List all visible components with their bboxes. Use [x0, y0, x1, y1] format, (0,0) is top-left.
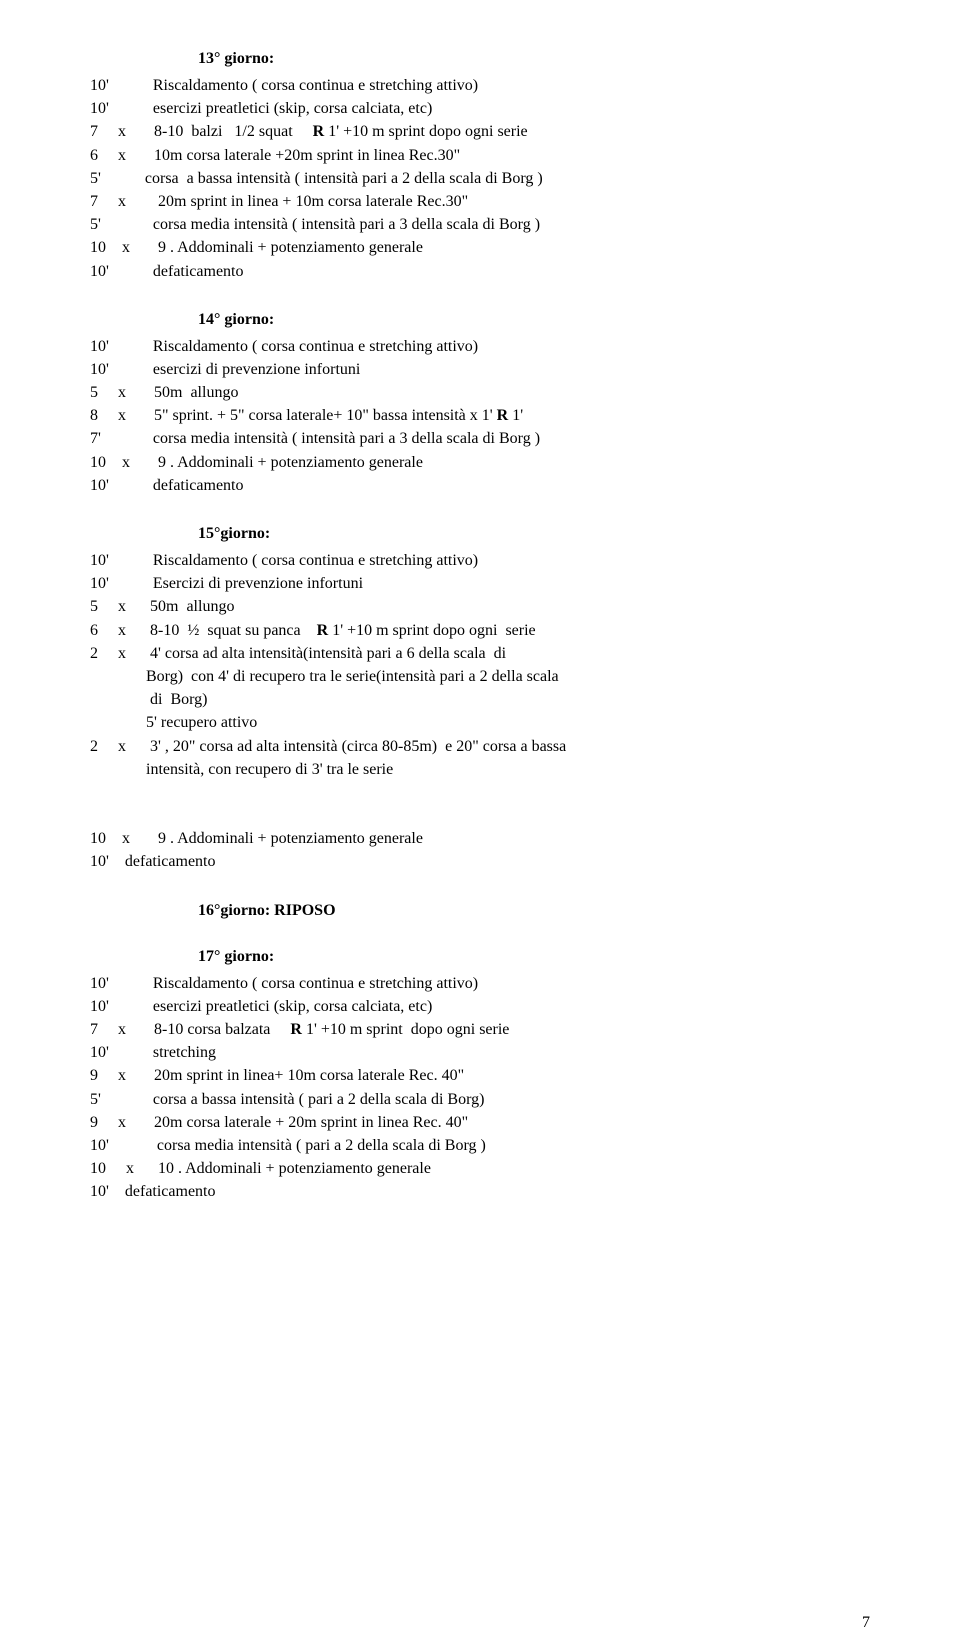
text-segment: 9 x 20m sprint in linea+ 10m corsa later…: [90, 1067, 464, 1084]
text-segment: 5' corsa media intensità ( intensità par…: [90, 216, 540, 233]
exercise-line: 10' Riscaldamento ( corsa continua e str…: [90, 549, 870, 572]
text-segment: 10' esercizi preatletici (skip, corsa ca…: [90, 998, 432, 1015]
exercise-line: 10' corsa media intensità ( pari a 2 del…: [90, 1134, 870, 1157]
day-title: 13° giorno:: [90, 50, 870, 68]
text-segment: intensità, con recupero di 3' tra le ser…: [90, 761, 393, 778]
exercise-line: 5 x 50m allungo: [90, 381, 870, 404]
exercise-line: 5' corsa a bassa intensità ( pari a 2 de…: [90, 1088, 870, 1111]
text-segment: 2 x 3' , 20" corsa ad alta intensità (ci…: [90, 738, 566, 755]
exercise-line: 10 x 9 . Addominali + potenziamento gene…: [90, 827, 870, 850]
exercise-line: Borg) con 4' di recupero tra le serie(in…: [90, 665, 870, 688]
day-title: 17° giorno:: [90, 948, 870, 966]
exercise-line: 2 x 3' , 20" corsa ad alta intensità (ci…: [90, 735, 870, 758]
exercise-line: 5' corsa a bassa intensità ( intensità p…: [90, 167, 870, 190]
text-segment: 5' corsa a bassa intensità ( intensità p…: [90, 170, 543, 187]
exercise-line: intensità, con recupero di 3' tra le ser…: [90, 758, 870, 781]
text-segment: R: [290, 1021, 302, 1038]
exercise-line: 10' defaticamento: [90, 260, 870, 283]
exercise-line: [90, 804, 870, 827]
text-segment: 9 x 20m corsa laterale + 20m sprint in l…: [90, 1114, 468, 1131]
text-segment: 8 x 5" sprint. + 5" corsa laterale+ 10" …: [90, 407, 497, 424]
exercise-line: 10' Riscaldamento ( corsa continua e str…: [90, 335, 870, 358]
exercise-line: 7 x 20m sprint in linea + 10m corsa late…: [90, 190, 870, 213]
text-segment: 10' defaticamento: [90, 263, 244, 280]
exercise-line: 9 x 20m corsa laterale + 20m sprint in l…: [90, 1111, 870, 1134]
text-segment: R: [317, 622, 329, 639]
text-segment: 1': [508, 407, 523, 424]
exercise-line: 10' defaticamento: [90, 474, 870, 497]
exercise-line: 10' Riscaldamento ( corsa continua e str…: [90, 972, 870, 995]
text-segment: R: [313, 123, 325, 140]
exercise-line: 7 x 8-10 corsa balzata R 1' +10 m sprint…: [90, 1018, 870, 1041]
exercise-line: 5' corsa media intensità ( intensità par…: [90, 213, 870, 236]
exercise-line: 10' stretching: [90, 1041, 870, 1064]
text-segment: 5' corsa a bassa intensità ( pari a 2 de…: [90, 1091, 484, 1108]
text-segment: 10 x 9 . Addominali + potenziamento gene…: [90, 830, 423, 847]
day-title: 15°giorno:: [90, 525, 870, 543]
exercise-line: 10' esercizi preatletici (skip, corsa ca…: [90, 995, 870, 1018]
text-segment: 10' corsa media intensità ( pari a 2 del…: [90, 1137, 486, 1154]
text-segment: 7 x 20m sprint in linea + 10m corsa late…: [90, 193, 468, 210]
text-segment: 7 x 8-10 balzi 1/2 squat: [90, 123, 313, 140]
text-segment: 10 x 9 . Addominali + potenziamento gene…: [90, 239, 423, 256]
text-segment: 10' Riscaldamento ( corsa continua e str…: [90, 338, 478, 355]
text-segment: 6 x 10m corsa laterale +20m sprint in li…: [90, 147, 460, 164]
text-segment: Borg) con 4' di recupero tra le serie(in…: [90, 668, 559, 685]
exercise-line: 10' Riscaldamento ( corsa continua e str…: [90, 74, 870, 97]
text-segment: 1' +10 m sprint dopo ogni serie: [324, 123, 527, 140]
text-segment: 10' defaticamento: [90, 477, 244, 494]
exercise-line: 7 x 8-10 balzi 1/2 squat R 1' +10 m spri…: [90, 120, 870, 143]
exercise-line: [90, 781, 870, 804]
text-segment: 6 x 8-10 ½ squat su panca: [90, 622, 317, 639]
text-segment: 10' esercizi di prevenzione infortuni: [90, 361, 360, 378]
text-segment: 7' corsa media intensità ( intensità par…: [90, 430, 540, 447]
day-title: 16°giorno: RIPOSO: [90, 902, 870, 920]
text-segment: 1' +10 m sprint dopo ogni serie: [328, 622, 535, 639]
text-segment: 5' recupero attivo: [90, 714, 257, 731]
exercise-line: 10' Esercizi di prevenzione infortuni: [90, 572, 870, 595]
exercise-line: 6 x 10m corsa laterale +20m sprint in li…: [90, 144, 870, 167]
day-title: 14° giorno:: [90, 311, 870, 329]
exercise-line: 6 x 8-10 ½ squat su panca R 1' +10 m spr…: [90, 619, 870, 642]
text-segment: 10' Riscaldamento ( corsa continua e str…: [90, 975, 478, 992]
exercise-line: 10' defaticamento: [90, 1180, 870, 1203]
exercise-line: 7' corsa media intensità ( intensità par…: [90, 427, 870, 450]
exercise-line: 10 x 9 . Addominali + potenziamento gene…: [90, 236, 870, 259]
exercise-line: 5 x 50m allungo: [90, 595, 870, 618]
text-segment: 5 x 50m allungo: [90, 598, 234, 615]
text-segment: [90, 807, 94, 824]
exercise-line: 10' esercizi di prevenzione infortuni: [90, 358, 870, 381]
text-segment: R: [497, 407, 509, 424]
text-segment: di Borg): [90, 691, 207, 708]
text-segment: 10' defaticamento: [90, 1183, 216, 1200]
text-segment: 10' stretching: [90, 1044, 216, 1061]
exercise-line: 10 x 9 . Addominali + potenziamento gene…: [90, 451, 870, 474]
exercise-line: 9 x 20m sprint in linea+ 10m corsa later…: [90, 1064, 870, 1087]
exercise-line: 10' esercizi preatletici (skip, corsa ca…: [90, 97, 870, 120]
text-segment: 1' +10 m sprint dopo ogni serie: [302, 1021, 509, 1038]
exercise-line: 8 x 5" sprint. + 5" corsa laterale+ 10" …: [90, 404, 870, 427]
exercise-line: 5' recupero attivo: [90, 711, 870, 734]
text-segment: 10' Riscaldamento ( corsa continua e str…: [90, 77, 478, 94]
text-segment: 10 x 9 . Addominali + potenziamento gene…: [90, 454, 423, 471]
text-segment: 10' esercizi preatletici (skip, corsa ca…: [90, 100, 432, 117]
page: 13° giorno: 10' Riscaldamento ( corsa con…: [0, 0, 960, 1650]
exercise-line: 10 x 10 . Addominali + potenziamento gen…: [90, 1157, 870, 1180]
text-segment: 7 x 8-10 corsa balzata: [90, 1021, 290, 1038]
text-segment: 10 x 10 . Addominali + potenziamento gen…: [90, 1160, 431, 1177]
text-segment: 5 x 50m allungo: [90, 384, 238, 401]
exercise-line: 10' defaticamento: [90, 850, 870, 873]
text-segment: 10' Esercizi di prevenzione infortuni: [90, 575, 363, 592]
exercise-line: 2 x 4' corsa ad alta intensità(intensità…: [90, 642, 870, 665]
text-segment: 10' Riscaldamento ( corsa continua e str…: [90, 552, 478, 569]
text-segment: 2 x 4' corsa ad alta intensità(intensità…: [90, 645, 506, 662]
exercise-line: di Borg): [90, 688, 870, 711]
page-number: 7: [862, 1614, 870, 1632]
text-segment: 10' defaticamento: [90, 853, 216, 870]
text-segment: [90, 784, 94, 801]
document-content: 13° giorno: 10' Riscaldamento ( corsa con…: [90, 50, 870, 1204]
